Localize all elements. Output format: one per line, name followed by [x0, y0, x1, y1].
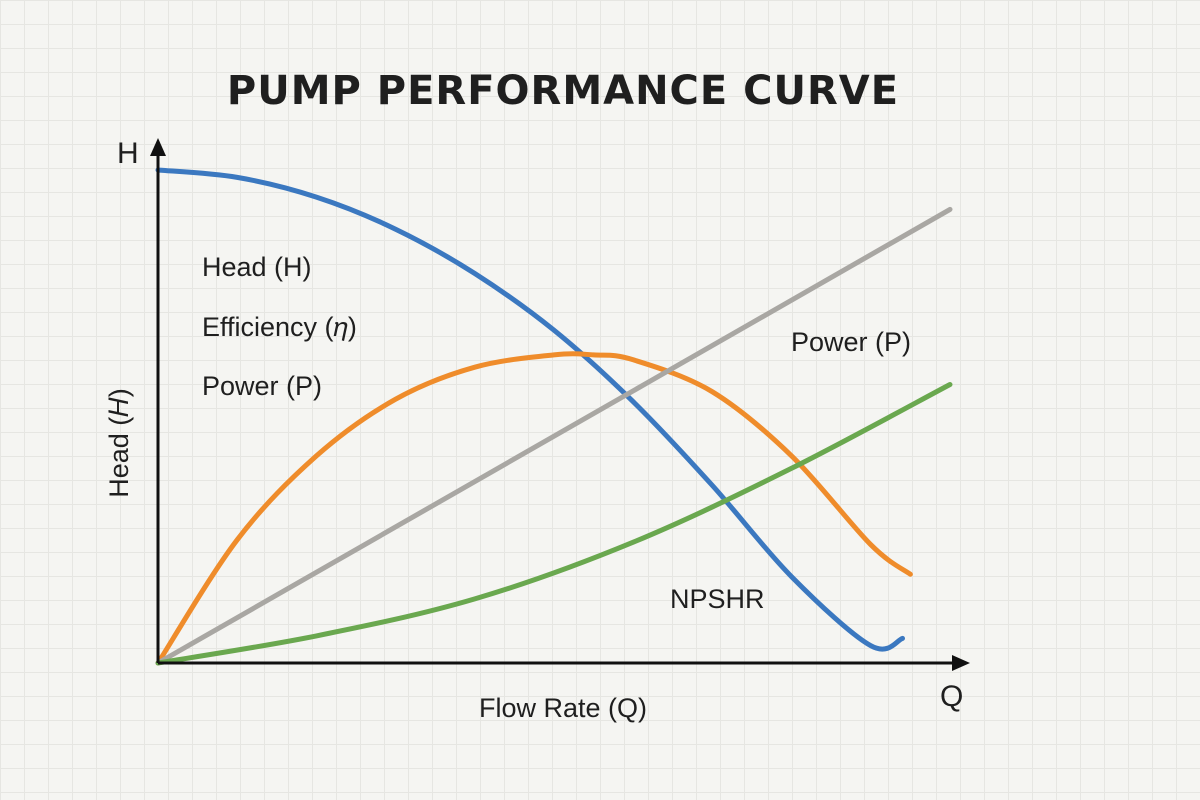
annotation-efficiency: Efficiency (𝜂) [202, 312, 357, 342]
x-axis-arrow [952, 655, 970, 671]
power-line [155, 206, 953, 666]
y-axis-label: Head (𝐻) [104, 388, 134, 498]
y-axis-letter: H [117, 137, 139, 170]
annotation-power-right: Power (P) [791, 327, 911, 357]
annotation-head: Head (H) [202, 252, 312, 282]
npshr-curve [155, 382, 953, 666]
efficiency-curve [155, 351, 913, 666]
head-curve [155, 167, 905, 652]
y-axis-arrow [150, 138, 166, 156]
x-axis-label: Flow Rate (Q) [479, 693, 647, 723]
annotation-power-left: Power (P) [202, 371, 322, 401]
x-axis-letter: Q [940, 680, 963, 713]
chart-title: PUMP PERFORMANCE CURVE [227, 68, 899, 114]
annotation-npshr: NPSHR [670, 584, 765, 614]
curves-group [155, 167, 953, 666]
